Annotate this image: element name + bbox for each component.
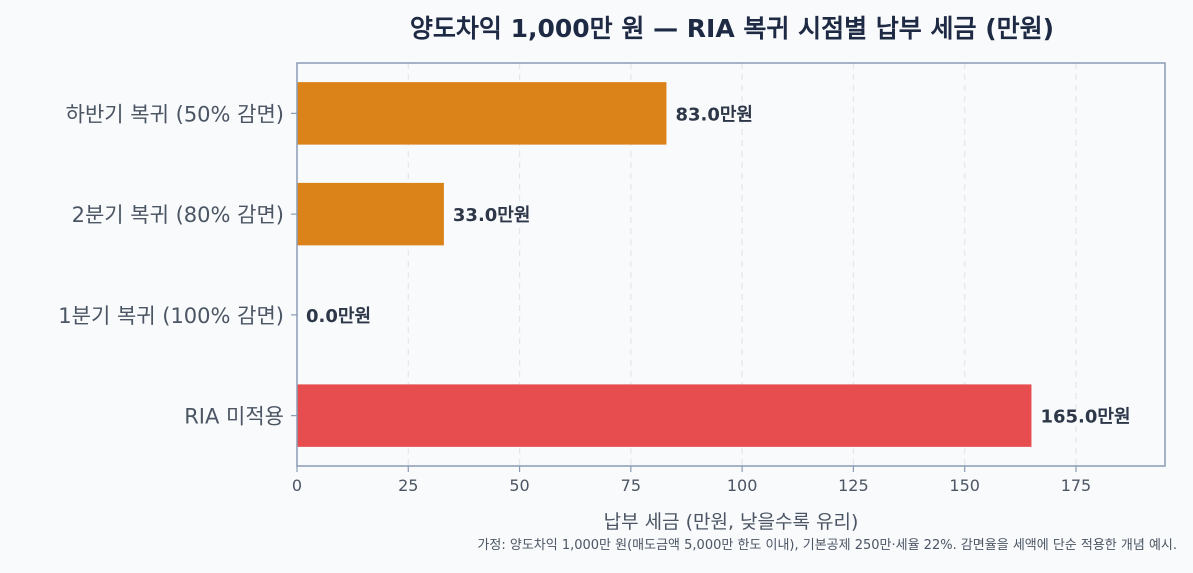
value-label: 165.0만원 xyxy=(1040,407,1130,428)
chart-footnote: 가정: 양도차익 1,000만 원(매도금액 5,000만 한도 이내), 기본… xyxy=(477,538,1177,553)
x-axis-title: 납부 세금 (만원, 낮을수록 유리) xyxy=(604,511,859,533)
x-tick-label: 50 xyxy=(509,476,529,495)
x-tick-label: 150 xyxy=(949,476,980,495)
bars xyxy=(297,82,1032,447)
x-tick-label: 75 xyxy=(621,476,641,495)
value-label: 0.0만원 xyxy=(306,306,371,327)
x-tick-label: 25 xyxy=(398,476,418,495)
category-label: 하반기 복귀 (50% 감면) xyxy=(66,102,284,126)
x-tick-label: 125 xyxy=(838,476,869,495)
x-tick-label: 100 xyxy=(727,476,758,495)
category-label: RIA 미적용 xyxy=(184,405,284,429)
bar xyxy=(297,82,667,145)
x-tick-label: 175 xyxy=(1061,476,1092,495)
y-axis-categories: 하반기 복귀 (50% 감면) 2분기 복귀 (80% 감면) 1분기 복귀 (10… xyxy=(58,102,297,429)
chart-title: 양도차익 1,000만 원 — RIA 복귀 시점별 납부 세금 (만원) xyxy=(410,14,1054,43)
x-tick-label: 0 xyxy=(292,476,302,495)
category-label: 2분기 복귀 (80% 감면) xyxy=(72,203,284,227)
bar xyxy=(297,384,1032,447)
plot-frame xyxy=(296,62,1166,467)
bar xyxy=(297,182,444,246)
value-label: 33.0만원 xyxy=(453,205,531,226)
category-label: 1분기 복귀 (100% 감면) xyxy=(58,304,284,328)
value-labels: 83.0만원 33.0만원 0.0만원 165.0만원 xyxy=(306,104,1131,427)
value-label: 83.0만원 xyxy=(675,104,753,125)
x-axis-ticks: 0 25 50 75 100 125 150 175 xyxy=(292,466,1091,495)
